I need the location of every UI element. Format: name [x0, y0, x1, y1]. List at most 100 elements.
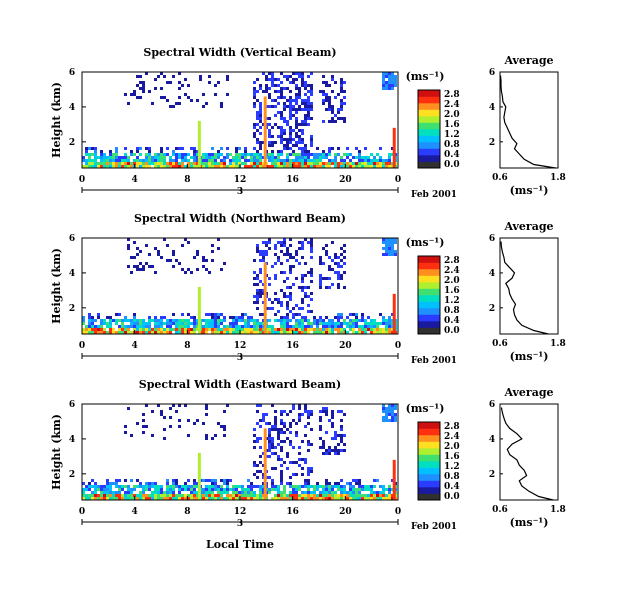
colorbar-tick: 0.8 [444, 306, 460, 316]
ytick-label: 6 [69, 234, 75, 244]
colorbar-frame [417, 89, 441, 169]
colorbar-swatch [418, 142, 440, 149]
average-profile: Average 2 4 6 0.6 1.8(ms⁻¹) [489, 220, 566, 363]
colorbar-tick: 2.8 [444, 256, 460, 266]
colorbar-swatch [418, 116, 440, 123]
colorbar: 0.00.40.81.21.62.02.42.8 [417, 255, 460, 336]
xtick-label: 8 [184, 175, 190, 185]
colorbar-tick: 1.6 [444, 120, 460, 130]
colorbar-tick: 1.2 [444, 130, 460, 140]
colorbar-swatch [418, 122, 440, 130]
colorbar-swatch [418, 90, 440, 97]
colorbar-tick: 0.8 [444, 472, 460, 482]
profile-ytick-label: 2 [489, 138, 495, 148]
colorbar-tick: 2.4 [444, 100, 460, 110]
xtick-label: 0 [395, 507, 401, 517]
colorbar-unit: (ms⁻¹) [406, 402, 445, 415]
profile-ytick-label: 6 [489, 68, 495, 78]
colorbar-unit: (ms⁻¹) [406, 70, 445, 83]
profile-xtick-label: 0.6 [492, 505, 508, 515]
ytick-label: 6 [69, 68, 75, 78]
colorbar-swatch [418, 288, 440, 296]
colorbar-swatch [418, 275, 440, 283]
heatmap-cells [82, 404, 397, 500]
colorbar-tick: 0.4 [444, 316, 460, 326]
colorbar-swatch [418, 321, 440, 328]
streak-2 [263, 262, 267, 334]
profile-ytick-label: 4 [489, 269, 495, 279]
profile-title: Average [503, 54, 553, 67]
colorbar-swatch [418, 295, 440, 302]
date-label: Feb 2001 [411, 190, 457, 200]
colorbar-swatch [418, 435, 440, 442]
colorbar-swatch [418, 422, 440, 429]
profile-ytick-label: 6 [489, 234, 495, 244]
ytick-label: 2 [69, 470, 75, 480]
colorbar-swatch [418, 282, 440, 289]
ytick-label: 4 [69, 269, 75, 279]
colorbar-swatch [418, 314, 440, 322]
colorbar-swatch [418, 454, 440, 462]
xtick-label: 4 [132, 341, 138, 351]
date-label: Feb 2001 [411, 522, 457, 532]
colorbar-swatch [418, 327, 440, 335]
xtick-label: 0 [395, 341, 401, 351]
colorbar-tick: 0.0 [444, 326, 460, 336]
colorbar-tick: 0.8 [444, 140, 460, 150]
profile-ytick-label: 4 [489, 435, 495, 445]
colorbar-swatch [418, 262, 440, 270]
colorbar: 0.00.40.81.21.62.02.42.8 [417, 421, 460, 502]
colorbar-swatch [418, 269, 440, 276]
colorbar-swatch [418, 148, 440, 156]
profile-title: Average [503, 220, 553, 233]
ytick-label: 6 [69, 400, 75, 410]
colorbar-swatch [418, 493, 440, 501]
xtick-label: 4 [132, 175, 138, 185]
xtick-label: 0 [79, 175, 85, 185]
colorbar-frame [417, 421, 441, 501]
ytick-label: 2 [69, 304, 75, 314]
colorbar-swatch [418, 109, 440, 117]
panel-2: Spectral Width (Northward Beam) 2 4 6 Height… [50, 212, 566, 366]
y-axis-label: Height (km) [50, 248, 63, 324]
colorbar-tick: 2.4 [444, 432, 460, 442]
panel-1: Spectral Width (Vertical Beam) 2 4 6 Height … [50, 46, 566, 200]
streak-2 [263, 428, 267, 500]
colorbar-tick: 0.0 [444, 160, 460, 170]
colorbar-swatch [418, 161, 440, 169]
colorbar-swatch [418, 448, 440, 455]
colorbar-swatch [418, 461, 440, 468]
colorbar-frame [417, 255, 441, 335]
ytick-label: 4 [69, 103, 75, 113]
colorbar-tick: 2.0 [444, 276, 460, 286]
y-axis-label: Height (km) [50, 82, 63, 158]
xtick-label: 16 [286, 341, 299, 351]
xtick-label: 12 [234, 341, 247, 351]
colorbar-tick: 2.4 [444, 266, 460, 276]
day-marker: 3 [237, 353, 243, 363]
ytick-label: 4 [69, 435, 75, 445]
y-axis-label: Height (km) [50, 414, 63, 490]
profile-line [499, 75, 556, 169]
colorbar-swatch [418, 428, 440, 436]
colorbar-swatch [418, 480, 440, 488]
colorbar-tick: 1.2 [444, 462, 460, 472]
panel-title: Spectral Width (Northward Beam) [134, 212, 346, 225]
panel-title: Spectral Width (Eastward Beam) [139, 378, 341, 391]
profile-xtick-label: 1.8 [550, 505, 566, 515]
panel-3: Spectral Width (Eastward Beam) 2 4 6 Height … [50, 378, 566, 532]
heatmap-cells [82, 238, 397, 334]
colorbar-swatch [418, 487, 440, 494]
xtick-label: 12 [234, 507, 247, 517]
colorbar-tick: 2.8 [444, 422, 460, 432]
xtick-label: 0 [79, 507, 85, 517]
profile-title: Average [503, 386, 553, 399]
profile-xtick-label: 0.6 [492, 339, 508, 349]
colorbar-tick: 1.6 [444, 452, 460, 462]
profile-xtick-label: 1.8 [550, 173, 566, 183]
colorbar-tick: 2.0 [444, 442, 460, 452]
profile-frame [499, 71, 559, 169]
streak-3 [392, 127, 396, 168]
xtick-label: 20 [339, 175, 352, 185]
